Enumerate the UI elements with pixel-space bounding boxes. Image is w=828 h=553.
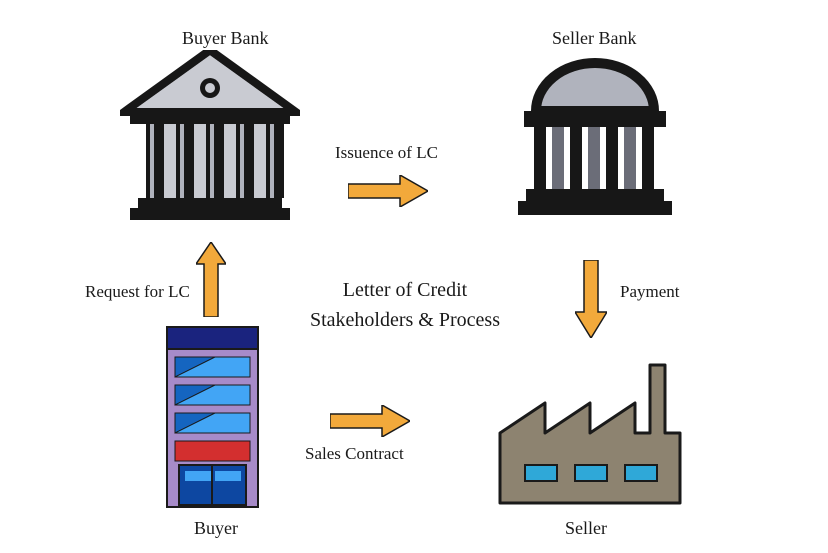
buyer-bank-label: Buyer Bank — [182, 28, 268, 49]
title-line1: Letter of Credit — [343, 279, 467, 301]
edge-label-request-for-lc: Request for LC — [85, 282, 190, 302]
buyer-bank-icon — [120, 50, 300, 220]
diagram-title: Letter of Credit Stakeholders & Process — [310, 275, 500, 335]
edge-label-payment: Payment — [620, 282, 680, 302]
title-line2: Stakeholders & Process — [310, 309, 500, 331]
arrow-request-for-lc — [196, 242, 226, 322]
seller-factory-icon — [490, 355, 690, 505]
edge-label-sales-contract: Sales Contract — [305, 444, 404, 464]
seller-bank-label: Seller Bank — [552, 28, 636, 49]
arrow-payment — [575, 260, 607, 343]
edge-label-issuance-of-lc: Issuence of LC — [335, 143, 438, 163]
buyer-building-icon — [165, 325, 260, 510]
seller-bank-icon — [510, 55, 680, 215]
seller-label: Seller — [565, 518, 607, 539]
arrow-issuance-of-lc — [348, 175, 428, 212]
arrow-sales-contract — [330, 405, 410, 442]
buyer-label: Buyer — [194, 518, 238, 539]
